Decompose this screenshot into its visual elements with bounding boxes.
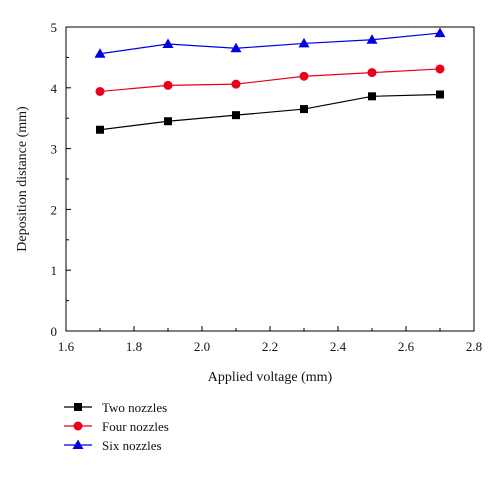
x-axis-label: Applied voltage (mm): [208, 370, 333, 385]
y-axis-label: Deposition distance (mm): [15, 106, 30, 252]
y-tick-label: 3: [51, 142, 58, 157]
y-tick-label: 1: [51, 263, 58, 278]
data-point: [434, 27, 446, 38]
data-point: [162, 38, 174, 49]
x-tick-label: 2.8: [466, 339, 482, 354]
data-point: [94, 48, 106, 58]
data-point: [95, 86, 105, 96]
legend-item: Two nozzles: [64, 400, 167, 415]
data-point: [164, 117, 172, 126]
y-tick-label: 5: [51, 20, 58, 35]
x-tick-label: 1.8: [126, 339, 142, 354]
series-six-nozzles: [94, 27, 446, 58]
data-point: [300, 105, 308, 114]
legend-label: Two nozzles: [102, 400, 167, 415]
series-layer: [94, 27, 446, 134]
series-line: [99, 93, 441, 131]
data-point: [163, 80, 173, 90]
x-tick-label: 2.2: [262, 339, 278, 354]
y-tick-label: 4: [51, 81, 58, 96]
plot-frame: [65, 26, 475, 332]
legend-item: Six nozzles: [64, 438, 162, 453]
series-two-nozzles: [96, 90, 444, 134]
axes: 1.6 1.8 2.0 2.2 2.4 2.6 2.8 0 1 2 3 4 5: [51, 20, 483, 354]
x-tick-label: 2.0: [194, 339, 210, 354]
data-point: [230, 42, 242, 53]
legend-label: Four nozzles: [102, 419, 169, 434]
data-point: [232, 111, 240, 120]
x-tick-label: 1.6: [58, 339, 75, 354]
legend: Two nozzles Four nozzles Six nozzles: [64, 400, 169, 453]
series-four-nozzles: [95, 64, 445, 96]
x-tick-label: 2.4: [330, 339, 347, 354]
legend-marker: [74, 403, 82, 411]
series-line: [99, 68, 441, 93]
legend-item: Four nozzles: [64, 419, 169, 434]
legend-marker: [72, 439, 84, 449]
data-point: [368, 92, 376, 101]
data-point: [299, 71, 309, 81]
y-tick-label: 2: [51, 202, 58, 217]
data-point: [435, 64, 445, 74]
data-point: [231, 79, 241, 89]
data-point: [298, 37, 310, 48]
series-line: [99, 32, 441, 55]
data-point: [436, 90, 444, 99]
legend-marker: [73, 421, 83, 431]
data-point: [96, 125, 104, 134]
data-point: [366, 34, 378, 44]
data-point: [367, 68, 377, 78]
legend-label: Six nozzles: [102, 438, 162, 453]
y-tick-label: 0: [51, 324, 58, 339]
x-tick-label: 2.6: [398, 339, 415, 354]
